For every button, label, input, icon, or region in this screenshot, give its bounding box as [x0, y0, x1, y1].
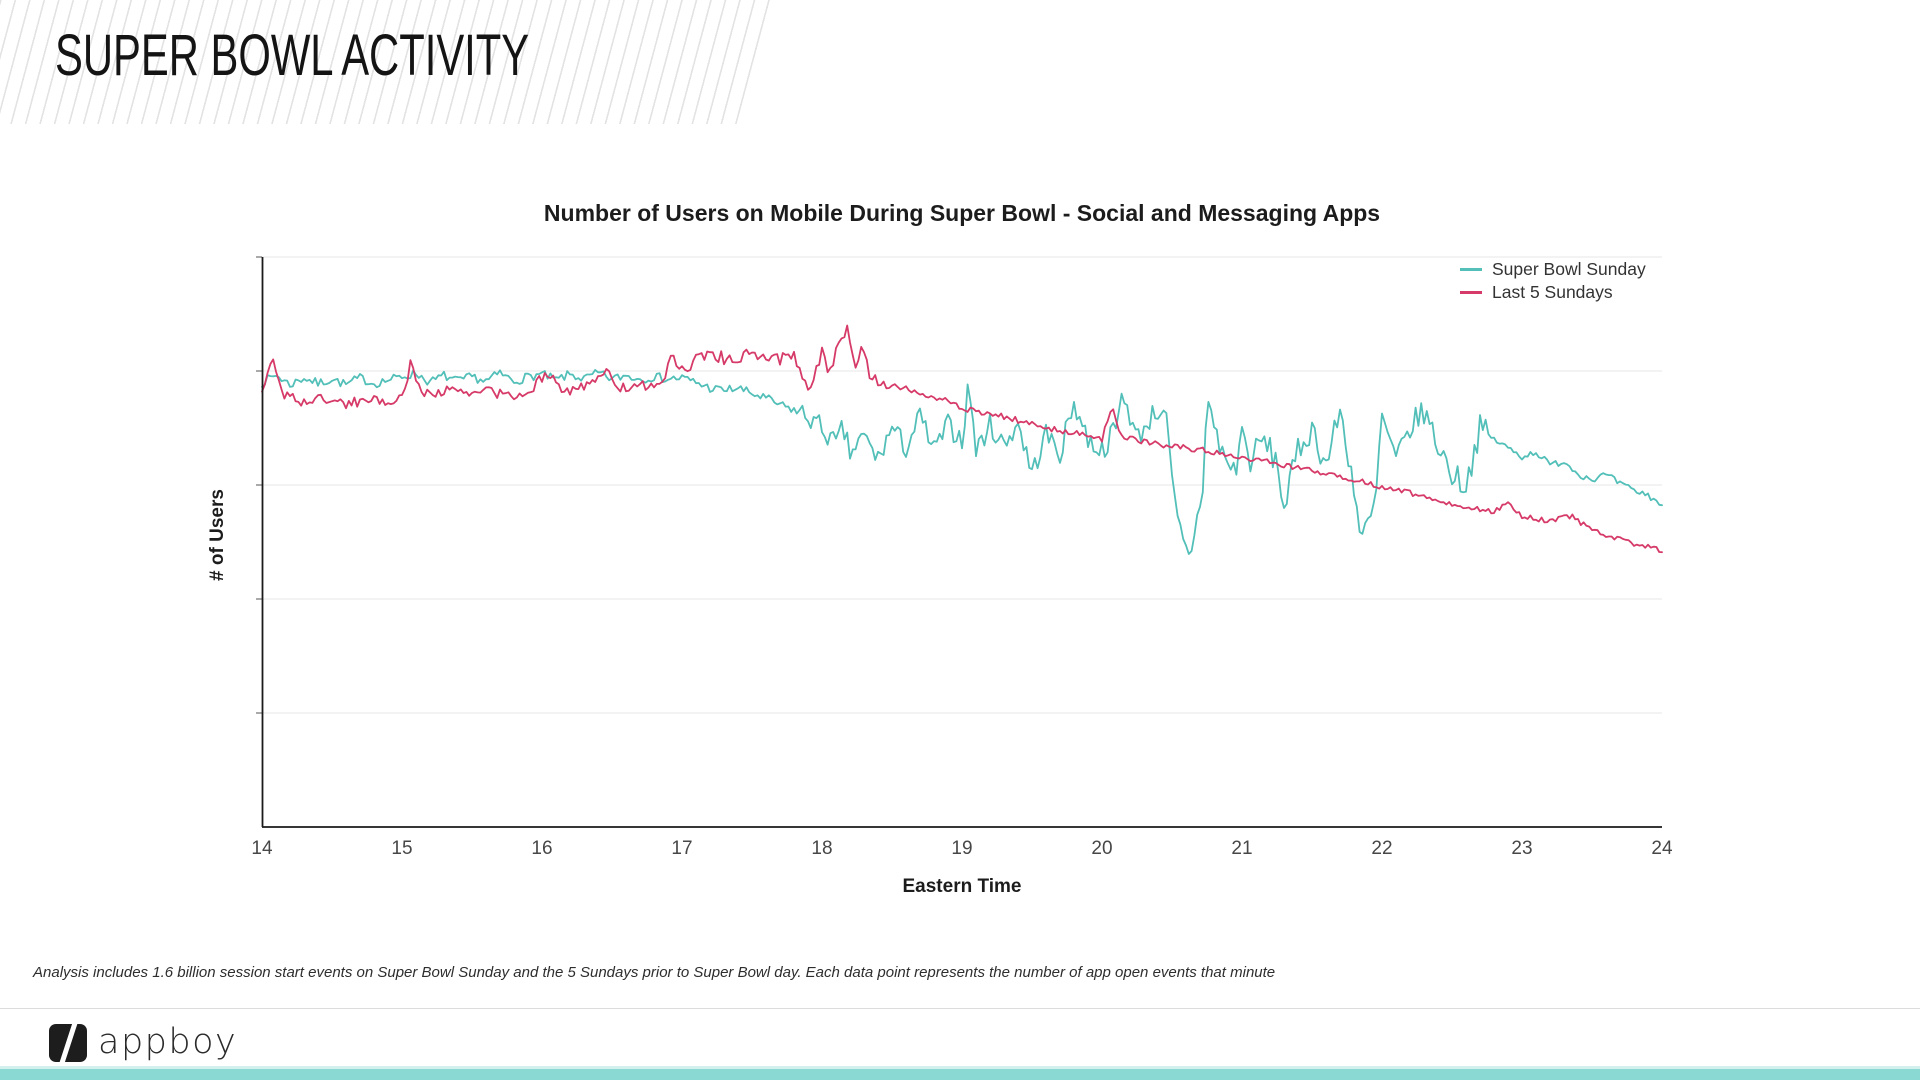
x-tick-label: 19 — [951, 838, 973, 859]
bottom-accent-bar — [0, 1066, 1920, 1080]
legend-item: Last 5 Sundays — [1460, 281, 1646, 304]
x-axis-label: Eastern Time — [902, 876, 1022, 897]
chart-legend: Super Bowl Sunday Last 5 Sundays — [1460, 258, 1646, 304]
legend-label: Last 5 Sundays — [1492, 282, 1613, 302]
x-tick-label: 20 — [1091, 838, 1113, 859]
x-tick-label: 14 — [251, 838, 273, 859]
appboy-logo: appboy — [48, 1022, 237, 1064]
legend-label: Super Bowl Sunday — [1492, 259, 1646, 279]
x-tick-label: 22 — [1371, 838, 1393, 859]
x-tick-label: 18 — [811, 838, 833, 859]
x-tick-label: 24 — [1651, 838, 1673, 859]
y-axis-label: # of Users — [207, 489, 228, 581]
appboy-logo-text: appboy — [98, 1022, 238, 1062]
series-line-1 — [261, 369, 1663, 555]
x-tick-label: 16 — [531, 838, 553, 859]
x-tick-label: 21 — [1231, 838, 1253, 859]
legend-swatch — [1460, 291, 1482, 294]
appboy-logo-icon — [49, 1024, 87, 1062]
analysis-footnote: Analysis includes 1.6 billion session st… — [33, 964, 1276, 981]
footer-divider — [0, 1008, 1920, 1009]
chart-title: Number of Users on Mobile During Super B… — [543, 200, 1381, 226]
x-tick-label: 15 — [391, 838, 413, 859]
x-tick-label: 17 — [671, 838, 693, 859]
legend-swatch — [1460, 268, 1482, 271]
series-line-2 — [261, 324, 1663, 554]
page-title: SUPER BOWL ACTIVITY — [55, 23, 530, 88]
plot-area — [256, 256, 1663, 828]
legend-item: Super Bowl Sunday — [1460, 258, 1646, 281]
header-hatch-band — [0, 0, 778, 124]
x-tick-label: 23 — [1511, 838, 1533, 859]
x-axis-ticks: 14 15 16 17 18 19 20 21 22 23 24 — [251, 838, 1672, 864]
